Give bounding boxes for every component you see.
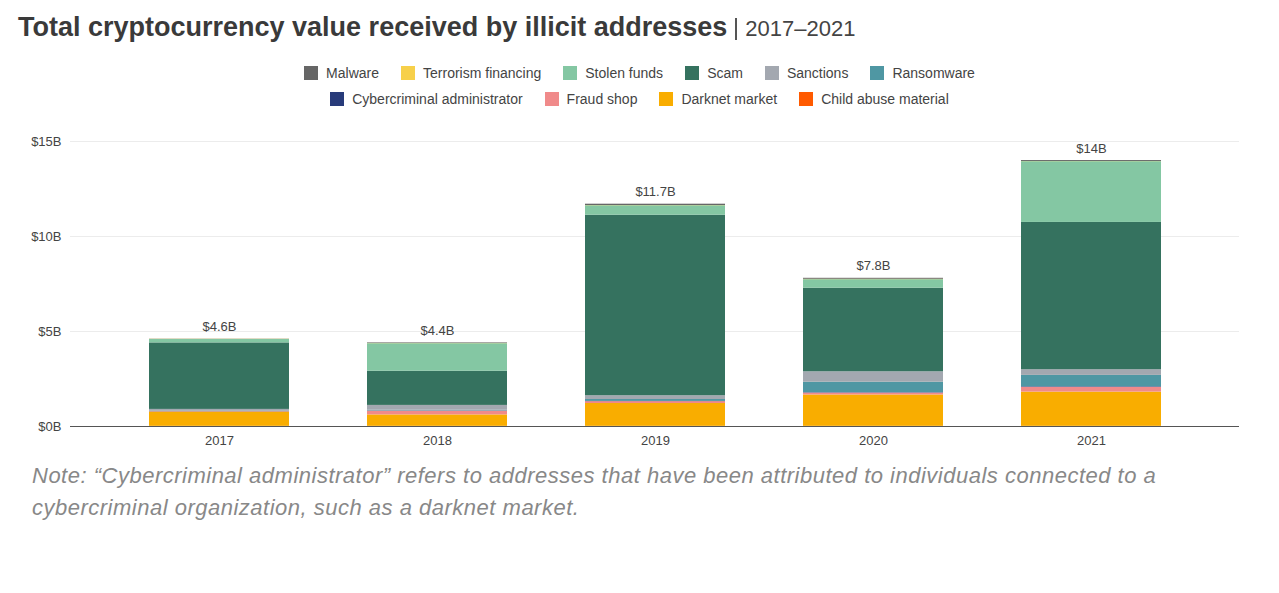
svg-text:$4.4B: $4.4B: [421, 323, 455, 338]
html-text:Fraud shop: Fraud shop: [566, 91, 638, 107]
html-text:Malware: Malware: [326, 65, 379, 81]
html-text:Note: “Cybercriminal administr: Note: “Cybercriminal administrator” refe…: [32, 463, 1157, 520]
html-text:Cybercriminal administrator: Cybercriminal administrator: [352, 91, 523, 107]
html-text:Scam: Scam: [707, 65, 743, 81]
html-text:Ransomware: Ransomware: [892, 65, 975, 81]
svg-text:2021: 2021: [1077, 433, 1106, 448]
svg-text:$7.8B: $7.8B: [857, 258, 891, 273]
html-text:Stolen funds: Stolen funds: [585, 65, 664, 81]
svg-text:$5B: $5B: [38, 324, 61, 339]
html-text:Child abuse material: Child abuse material: [821, 91, 949, 107]
svg-text:$11.7B: $11.7B: [635, 184, 675, 199]
html-text:2017–2021: 2017–2021: [745, 16, 856, 41]
svg-text:$14B: $14B: [1076, 141, 1106, 156]
svg-text:$0B: $0B: [38, 419, 61, 434]
svg-text:2018: 2018: [423, 433, 452, 448]
svg-text:$15B: $15B: [31, 134, 61, 149]
svg-text:$10B: $10B: [31, 229, 61, 244]
html-text:Sanctions: Sanctions: [786, 65, 849, 81]
svg-text:2020: 2020: [859, 433, 888, 448]
html-text:Darknet market: Darknet market: [681, 91, 778, 107]
svg-text:2019: 2019: [641, 433, 670, 448]
html-text:Total cryptocurrency value rec: Total cryptocurrency value received by i…: [18, 12, 728, 42]
html-text:Terrorism financing: Terrorism financing: [423, 65, 542, 81]
svg-text:2017: 2017: [205, 433, 234, 448]
svg-text:$4.6B: $4.6B: [203, 319, 237, 334]
